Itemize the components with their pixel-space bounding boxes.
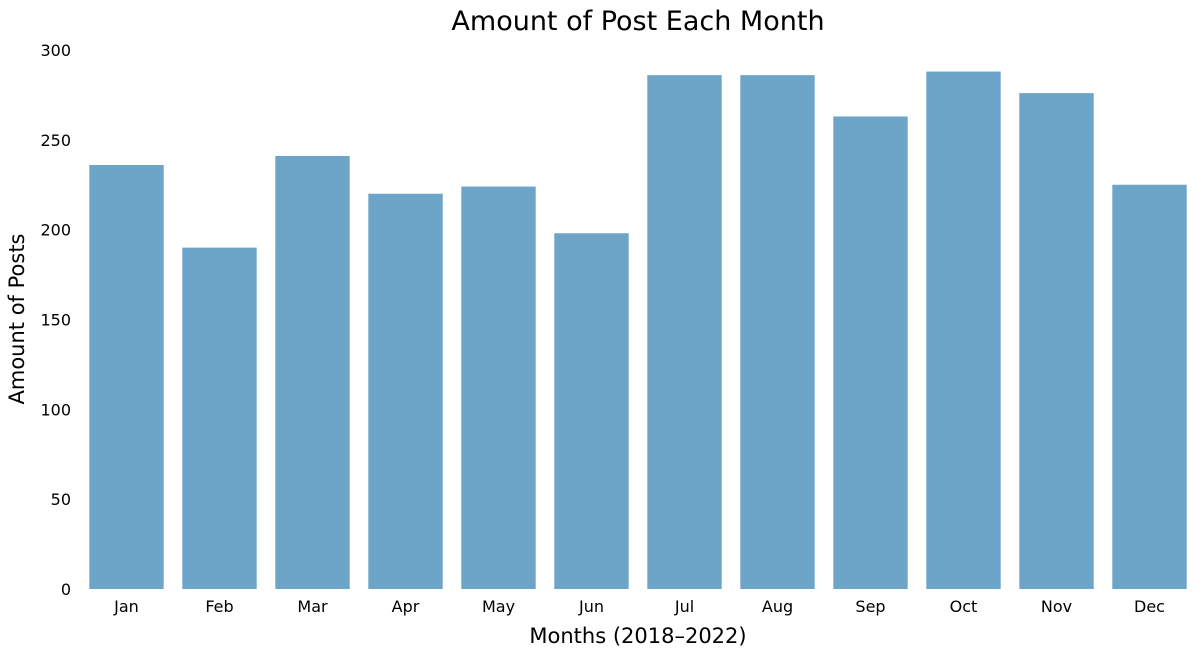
bar-sep: [833, 116, 908, 589]
bar-oct: [926, 71, 1001, 589]
bar-feb: [182, 247, 257, 589]
x-tick-label-jun: Jun: [578, 597, 604, 616]
y-tick-label-0: 0: [61, 580, 71, 599]
x-axis-ticks: Jan Feb Mar Apr May Jun Jul Aug Sep Oct Nov Dec: [113, 597, 1165, 616]
bar-dec: [1112, 184, 1187, 589]
x-tick-label-jul: Jul: [674, 597, 694, 616]
x-tick-label-nov: Nov: [1041, 597, 1072, 616]
bar-jan: [89, 164, 164, 590]
x-tick-label-oct: Oct: [950, 597, 978, 616]
y-tick-label-250: 250: [40, 131, 71, 150]
y-tick-label-150: 150: [40, 311, 71, 330]
x-axis-label: Months (2018–2022): [529, 624, 746, 648]
bar-jul: [647, 75, 722, 589]
bar-nov: [1019, 93, 1094, 590]
x-tick-label-sep: Sep: [855, 597, 885, 616]
bars: [89, 71, 1187, 590]
x-tick-label-may: May: [482, 597, 515, 616]
x-tick-label-mar: Mar: [297, 597, 328, 616]
bar-jun: [554, 233, 629, 589]
bar-aug: [740, 75, 815, 589]
bar-mar: [275, 156, 350, 589]
bar-may: [461, 186, 536, 590]
y-tick-label-300: 300: [40, 41, 71, 60]
y-tick-label-100: 100: [40, 400, 71, 419]
chart-title: Amount of Post Each Month: [451, 6, 824, 37]
x-tick-label-feb: Feb: [205, 597, 233, 616]
x-tick-label-jan: Jan: [113, 597, 139, 616]
y-axis-ticks: 0 50 100 150 200 250 300: [40, 41, 71, 599]
bar-apr: [368, 193, 443, 590]
y-tick-label-200: 200: [40, 221, 71, 240]
x-tick-label-dec: Dec: [1134, 597, 1165, 616]
y-axis-label: Amount of Posts: [5, 234, 29, 405]
y-tick-label-50: 50: [51, 490, 71, 509]
x-tick-label-apr: Apr: [392, 597, 420, 616]
x-tick-label-aug: Aug: [762, 597, 793, 616]
